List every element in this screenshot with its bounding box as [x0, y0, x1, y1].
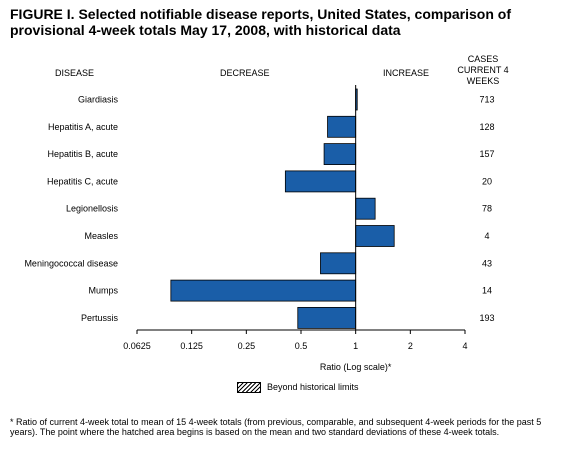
- category-label: Mumps: [88, 286, 118, 296]
- bar: [170, 279, 357, 302]
- category-label: Hepatitis A, acute: [48, 122, 118, 132]
- x-tick-label: 0.25: [238, 341, 256, 351]
- cases-value: 157: [479, 149, 494, 159]
- x-tick-label: 1: [353, 341, 358, 351]
- x-tick-label: 2: [408, 341, 413, 351]
- chart-title: FIGURE I. Selected notifiable disease re…: [10, 6, 512, 38]
- bar: [355, 225, 395, 247]
- legend: Beyond historical limits: [237, 382, 359, 394]
- category-label: Hepatitis C, acute: [47, 176, 118, 186]
- cases-value: 20: [482, 176, 492, 186]
- x-tick-label: 0.125: [180, 341, 203, 351]
- bar: [320, 252, 357, 275]
- x-axis-label: Ratio (Log scale)*: [320, 362, 392, 372]
- bar-chart: 0.0625 0.125 0.25 0.5 1 2 4 Ratio (Log scale)* G…: [24, 85, 495, 372]
- x-tick-label: 0.5: [295, 341, 308, 351]
- category-label: Measles: [84, 231, 118, 241]
- category-label: Meningococcal disease: [24, 258, 118, 268]
- bar: [355, 197, 376, 220]
- legend-label: Beyond historical limits: [267, 382, 359, 392]
- x-tick-label: 0.0625: [123, 341, 151, 351]
- cases-value: 4: [484, 231, 489, 241]
- bar: [323, 143, 357, 166]
- cases-column-header: CASES CURRENT 4 WEEKS: [457, 54, 509, 86]
- cases-value: 193: [479, 313, 494, 323]
- bar: [327, 115, 357, 138]
- x-tick-label: 4: [462, 341, 467, 351]
- cases-value: 43: [482, 258, 492, 268]
- bar: [297, 306, 357, 329]
- footnote: * Ratio of current 4-week total to mean …: [10, 417, 542, 437]
- bar: [284, 170, 357, 193]
- category-label: Hepatitis B, acute: [47, 149, 118, 159]
- hatched-swatch-icon: [237, 382, 261, 394]
- cases-value: 128: [479, 122, 494, 132]
- decrease-header: DECREASE: [220, 68, 270, 78]
- category-label: Legionellosis: [66, 204, 119, 214]
- category-label: Giardiasis: [78, 95, 119, 105]
- cases-value: 14: [482, 286, 492, 296]
- increase-header: INCREASE: [383, 68, 430, 78]
- disease-column-header: DISEASE: [55, 68, 95, 78]
- cases-value: 78: [482, 204, 492, 214]
- cases-value: 713: [479, 95, 494, 105]
- category-label: Pertussis: [81, 313, 119, 323]
